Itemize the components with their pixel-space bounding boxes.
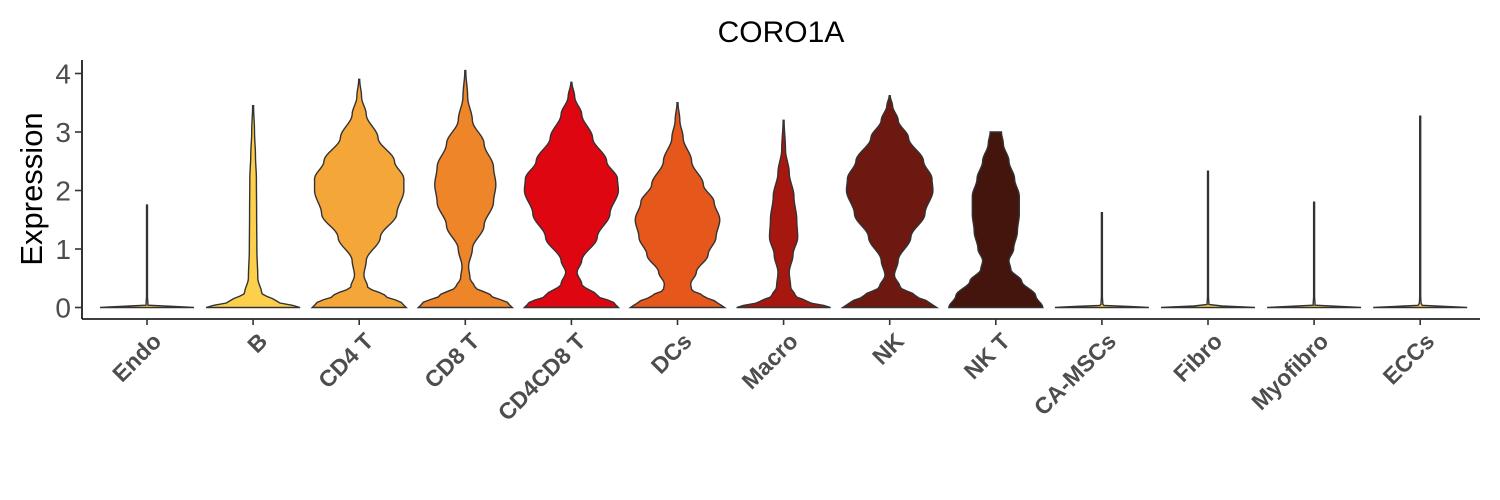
violin-fibro [1160, 170, 1256, 309]
x-ticks-group: Endo B CD4 T CD8 T CD4CD8 T DCs Macro NK NK T CA-… [107, 319, 1439, 426]
y-ticks-group: 0 1 2 3 4 [55, 59, 82, 324]
y-tick-label: 2 [55, 176, 71, 207]
violin-macro [736, 119, 831, 309]
x-tick-label: CD4 T [313, 328, 378, 393]
x-tick-label: B [242, 328, 272, 358]
x-tick-label: Macro [737, 328, 803, 394]
x-tick-label: NK T [959, 328, 1015, 384]
violin-ca-mscs [1054, 212, 1149, 309]
violin-eccs [1373, 115, 1468, 309]
violin-myofibro [1267, 201, 1362, 309]
violin-b [205, 104, 301, 309]
violin-nk [840, 95, 940, 309]
x-tick-label: Endo [107, 328, 166, 387]
violin-endo [99, 204, 195, 309]
chart-title: CORO1A [718, 16, 845, 49]
x-tick-label: CD8 T [419, 328, 484, 393]
violin-cd4-t [310, 78, 408, 309]
x-tick-label: Fibro [1168, 328, 1227, 387]
y-tick-label: 4 [55, 59, 71, 90]
violin-cd4cd8-t [522, 81, 621, 309]
x-tick-label: CD4CD8 T [493, 328, 591, 426]
y-tick-label: 1 [55, 234, 71, 265]
violin-cd8-t [416, 69, 515, 309]
violin-nk-t [947, 131, 1044, 309]
x-tick-label: CA-MSCs [1029, 328, 1121, 420]
x-tick-label: DCs [646, 328, 697, 379]
violins-group [99, 69, 1468, 309]
x-tick-label: NK [867, 328, 909, 370]
x-tick-label: ECCs [1378, 328, 1440, 390]
violin-dcs [628, 102, 727, 309]
x-tick-label: Myofibro [1246, 328, 1333, 415]
y-tick-label: 3 [55, 117, 71, 148]
y-tick-label: 0 [55, 293, 71, 324]
y-axis-label: Expression [14, 112, 49, 265]
